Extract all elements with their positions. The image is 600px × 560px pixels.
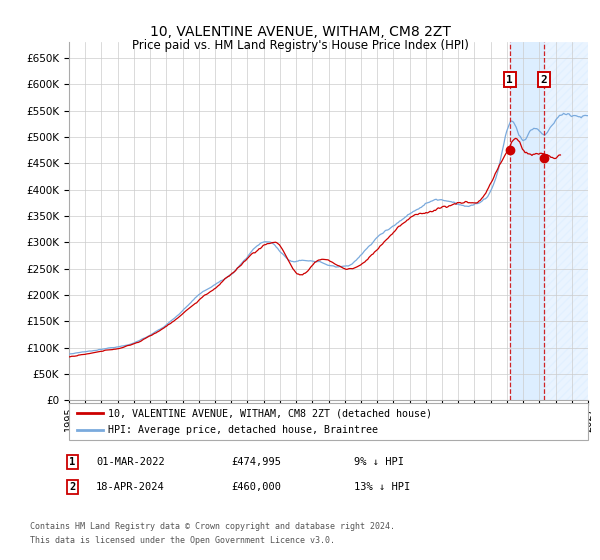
Text: £460,000: £460,000 bbox=[231, 482, 281, 492]
FancyBboxPatch shape bbox=[69, 403, 588, 440]
Text: 01-MAR-2022: 01-MAR-2022 bbox=[96, 457, 165, 467]
Text: 10, VALENTINE AVENUE, WITHAM, CM8 2ZT (detached house): 10, VALENTINE AVENUE, WITHAM, CM8 2ZT (d… bbox=[108, 408, 432, 418]
Text: £474,995: £474,995 bbox=[231, 457, 281, 467]
Text: Price paid vs. HM Land Registry's House Price Index (HPI): Price paid vs. HM Land Registry's House … bbox=[131, 39, 469, 52]
Text: 9% ↓ HPI: 9% ↓ HPI bbox=[354, 457, 404, 467]
Bar bbox=[544, 42, 588, 400]
Bar bbox=[509, 42, 544, 400]
Text: 10, VALENTINE AVENUE, WITHAM, CM8 2ZT: 10, VALENTINE AVENUE, WITHAM, CM8 2ZT bbox=[149, 25, 451, 39]
Text: 18-APR-2024: 18-APR-2024 bbox=[96, 482, 165, 492]
Text: HPI: Average price, detached house, Braintree: HPI: Average price, detached house, Brai… bbox=[108, 425, 378, 435]
Text: Contains HM Land Registry data © Crown copyright and database right 2024.: Contains HM Land Registry data © Crown c… bbox=[30, 522, 395, 531]
Text: 2: 2 bbox=[69, 482, 75, 492]
Text: 1: 1 bbox=[506, 74, 513, 85]
Text: 13% ↓ HPI: 13% ↓ HPI bbox=[354, 482, 410, 492]
Text: 2: 2 bbox=[541, 74, 548, 85]
Text: This data is licensed under the Open Government Licence v3.0.: This data is licensed under the Open Gov… bbox=[30, 536, 335, 545]
Text: 1: 1 bbox=[69, 457, 75, 467]
